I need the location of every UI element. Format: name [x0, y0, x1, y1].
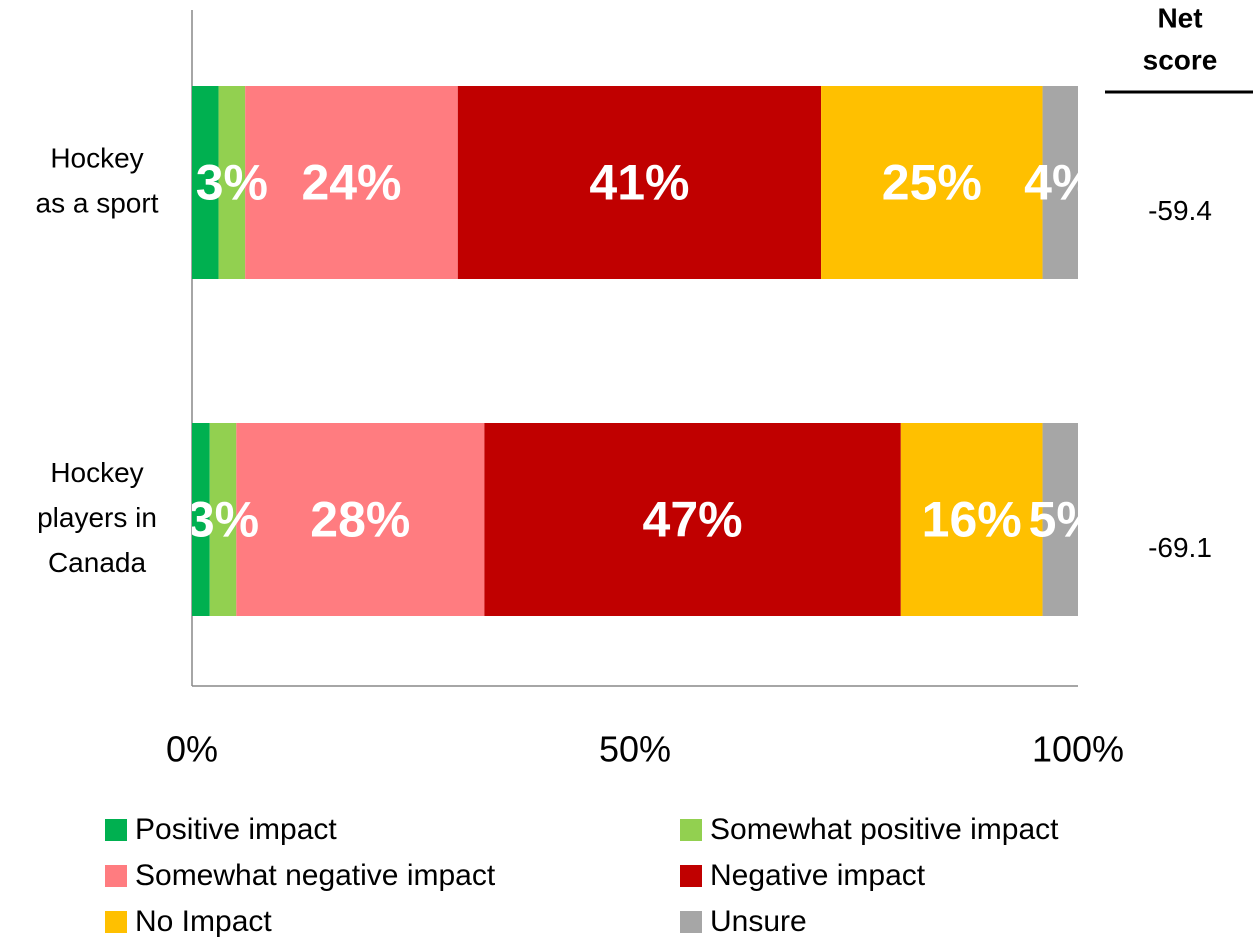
- plot-area: 3% 24% 41% 25% 4% 3% 28% 47% 16% 5%: [187, 86, 1101, 616]
- data-label: 5%: [1029, 492, 1101, 548]
- bar-segment: [457, 86, 822, 279]
- data-label: 28%: [310, 492, 410, 548]
- legend-label: Positive impact: [135, 813, 337, 846]
- net-score-header: Net: [1157, 2, 1202, 33]
- category-label: Canada: [48, 547, 147, 578]
- legend-label: Unsure: [710, 905, 807, 938]
- net-score: -69.1: [1148, 532, 1212, 563]
- legend-swatch: [680, 819, 702, 841]
- bar-segment: [1042, 423, 1078, 616]
- bar-segment: [900, 423, 1043, 616]
- data-label: 47%: [643, 492, 743, 548]
- bar-segment: [821, 86, 1043, 279]
- legend-swatch: [105, 865, 127, 887]
- data-label: 3%: [187, 492, 259, 548]
- data-label: 16%: [922, 492, 1022, 548]
- data-label: 4%: [1024, 155, 1096, 211]
- data-label: 24%: [301, 155, 401, 211]
- data-label: 3%: [196, 155, 268, 211]
- bar-segment: [218, 86, 246, 279]
- category-label: players in: [37, 502, 157, 533]
- legend-swatch: [105, 819, 127, 841]
- legend-swatch: [680, 911, 702, 933]
- bar-segment: [192, 423, 210, 616]
- legend-label: Somewhat positive impact: [710, 813, 1059, 846]
- x-tick-label: 0%: [166, 729, 218, 770]
- bar-segment: [236, 423, 485, 616]
- x-tick-label: 50%: [599, 729, 671, 770]
- bar-segment: [1042, 86, 1078, 279]
- legend-swatch: [680, 865, 702, 887]
- net-score: -59.4: [1148, 195, 1212, 226]
- category-label: as a sport: [36, 187, 159, 218]
- legend-label: No Impact: [135, 905, 272, 938]
- bar-segment: [209, 423, 237, 616]
- data-label: 25%: [882, 155, 982, 211]
- net-score-header: score: [1143, 44, 1218, 75]
- legend-label: Somewhat negative impact: [135, 859, 496, 892]
- bar-segment: [245, 86, 458, 279]
- legend-label: Negative impact: [710, 859, 926, 892]
- legend-swatch: [105, 911, 127, 933]
- data-label: 41%: [589, 155, 689, 211]
- category-label: Hockey: [50, 457, 143, 488]
- bar-segment: [484, 423, 901, 616]
- x-tick-label: 100%: [1032, 729, 1124, 770]
- category-label: Hockey: [50, 142, 143, 173]
- bar-segment: [192, 86, 219, 279]
